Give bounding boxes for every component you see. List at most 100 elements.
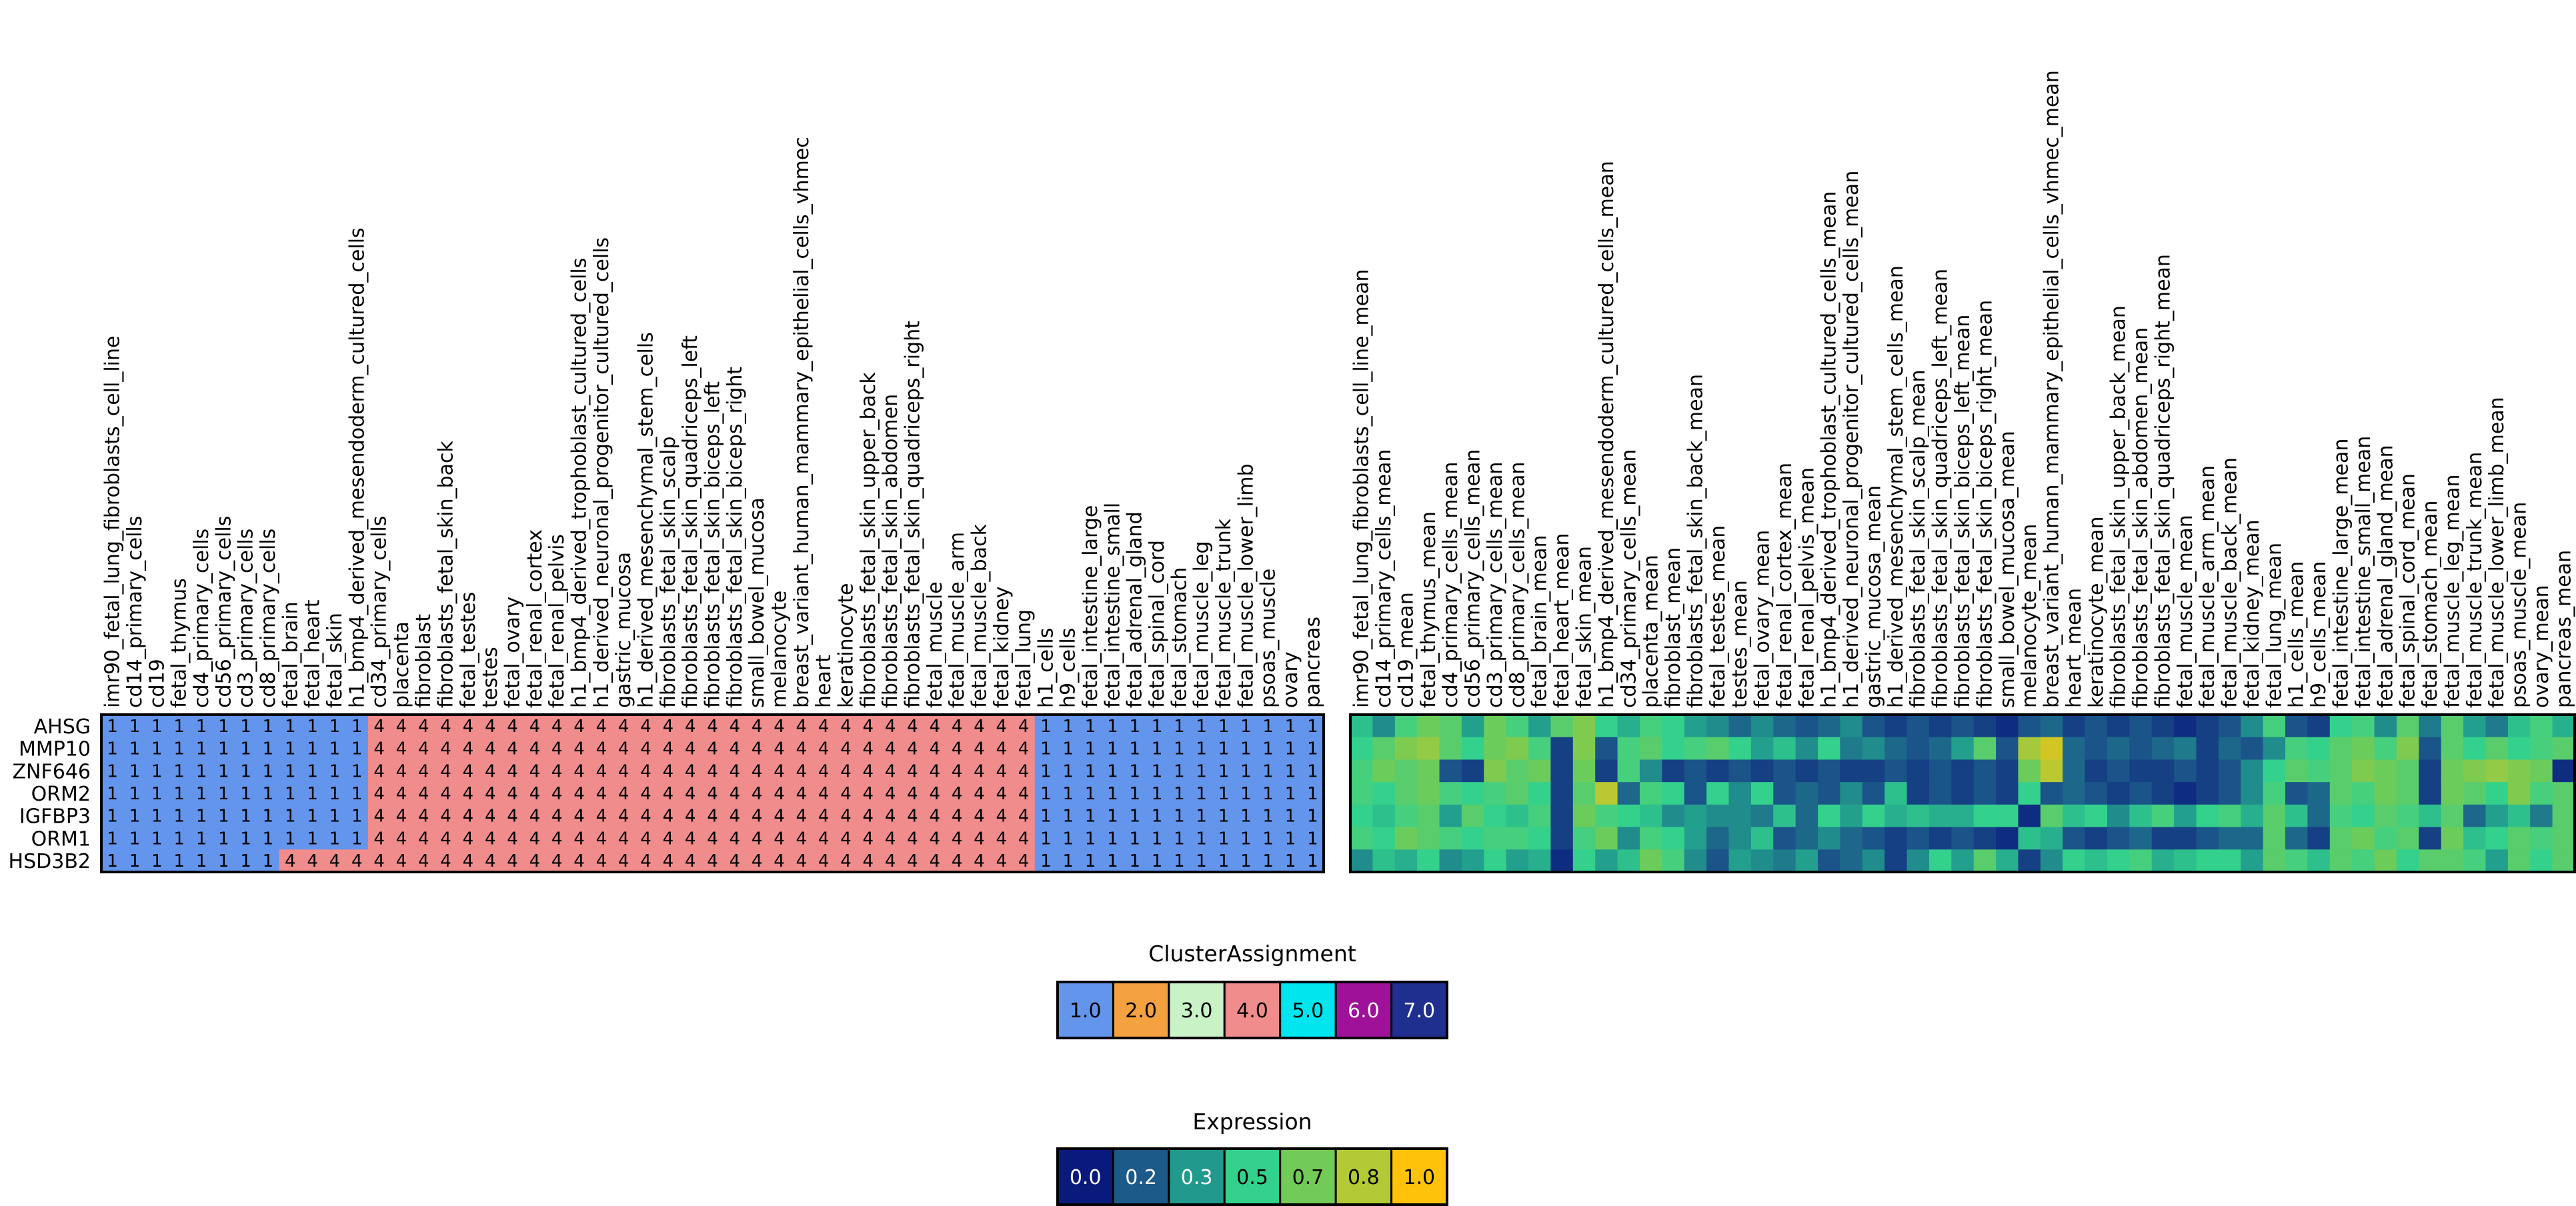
- row-label: ZNF646: [12, 760, 91, 783]
- cluster-cell: [301, 715, 324, 738]
- cluster-cell-label: 4: [752, 829, 763, 849]
- expression-cell: [2151, 827, 2175, 850]
- cluster-cell-label: 4: [774, 761, 785, 781]
- expression-cell: [1350, 737, 1373, 761]
- cluster-cell-label: 4: [351, 851, 363, 871]
- cluster-cell: [612, 715, 635, 738]
- expression-cell: [2307, 804, 2331, 828]
- cluster-column-label: placenta: [390, 621, 413, 708]
- cluster-cell: [857, 804, 880, 828]
- cluster-cell-label: 4: [418, 717, 429, 737]
- cluster-cell-label: 4: [752, 717, 763, 737]
- expression-cell: [2063, 804, 2086, 828]
- legend-label: 0.2: [1125, 1166, 1157, 1189]
- cluster-cell-label: 4: [796, 784, 808, 804]
- expression-cell: [1706, 782, 1730, 805]
- cluster-cell: [634, 827, 658, 850]
- cluster-cell: [1190, 737, 1213, 761]
- expression-cell: [2530, 849, 2553, 873]
- cluster-cell: [479, 804, 502, 828]
- cluster-cell-label: 1: [1218, 761, 1230, 781]
- cluster-cell-label: 1: [173, 851, 185, 871]
- cluster-cell-label: 4: [774, 784, 785, 804]
- expression-column-label: fibroblasts_fetal_skin_quadriceps_right_…: [2151, 254, 2175, 708]
- cluster-cell-label: 1: [1196, 761, 1207, 781]
- expression-cell: [1350, 804, 1373, 828]
- cluster-cell-label: 4: [418, 807, 429, 827]
- cluster-cell-label: 4: [952, 717, 963, 737]
- expression-cell: [1439, 715, 1462, 738]
- cluster-cell-label: 1: [1062, 851, 1074, 871]
- cluster-column-label: fibroblasts_fetal_skin_biceps_left: [702, 381, 725, 708]
- cluster-cell-label: 1: [351, 829, 363, 849]
- cluster-cell: [323, 715, 347, 738]
- row-label: MMP10: [19, 738, 91, 761]
- expression-cell: [1928, 804, 1952, 828]
- expression-cell: [1528, 759, 1552, 783]
- cluster-cell: [968, 849, 991, 873]
- cluster-cell: [434, 804, 457, 828]
- cluster-cell-label: 1: [151, 829, 163, 849]
- cluster-cell: [768, 782, 791, 805]
- cluster-cell-label: 4: [618, 851, 629, 871]
- expression-cell: [2463, 804, 2487, 828]
- expression-cell: [2352, 849, 2375, 873]
- expression-cell: [1372, 715, 1396, 738]
- expression-column-label: psoas_muscle_mean: [2508, 502, 2531, 708]
- cluster-cell-label: 1: [1174, 851, 1185, 871]
- expression-cell: [1617, 782, 1640, 805]
- cluster-cell-label: 4: [596, 807, 607, 827]
- expression-cell: [2419, 782, 2442, 805]
- expression-column-label: fetal_heart_mean: [1550, 533, 1574, 708]
- cluster-cell-label: 4: [730, 739, 741, 759]
- cluster-cell: [879, 715, 902, 738]
- cluster-cell: [457, 804, 480, 828]
- cluster-cell-label: 4: [929, 717, 940, 737]
- legend-border: [1056, 1147, 1448, 1206]
- expression-cell: [2352, 759, 2375, 783]
- cluster-cell: [390, 759, 413, 783]
- cluster-cell: [924, 804, 947, 828]
- expression-cell: [2151, 715, 2175, 738]
- row-label: ORM1: [31, 827, 91, 851]
- expression-cell: [1662, 827, 1685, 850]
- expression-cell: [1572, 759, 1596, 783]
- expression-cell: [2107, 827, 2130, 850]
- cluster-cell-label: 4: [396, 829, 407, 849]
- cluster-cell: [657, 737, 680, 761]
- cluster-cell: [812, 737, 836, 761]
- cluster-cell: [212, 827, 235, 850]
- cluster-cell: [412, 759, 435, 783]
- cluster-cell: [812, 804, 836, 828]
- cluster-cell-label: 1: [1085, 739, 1096, 759]
- cluster-cell: [834, 827, 858, 850]
- cluster-cell: [1301, 737, 1324, 761]
- cluster-cell-label: 1: [151, 717, 163, 737]
- cluster-cell: [1212, 782, 1236, 805]
- expression-cell: [2151, 849, 2175, 873]
- expression-cell: [2463, 782, 2487, 805]
- cluster-cell-label: 4: [774, 739, 785, 759]
- cluster-cell: [1279, 804, 1302, 828]
- cluster-cell: [367, 827, 391, 850]
- cluster-cell-label: 1: [151, 807, 163, 827]
- expression-cell: [2329, 759, 2353, 783]
- row-label: IGFBP3: [19, 805, 91, 829]
- cluster-cell: [345, 804, 369, 828]
- expression-cell: [1550, 759, 1574, 783]
- cluster-cell: [301, 782, 324, 805]
- cluster-cell: [990, 715, 1014, 738]
- cluster-cell: [924, 849, 947, 873]
- expression-column-label: h1_cells_mean: [2285, 561, 2309, 708]
- cluster-cell: [634, 782, 658, 805]
- cluster-cell: [479, 782, 502, 805]
- expression-cell: [1439, 782, 1462, 805]
- cluster-cell: [234, 849, 257, 873]
- cluster-cell-label: 1: [1196, 784, 1207, 804]
- expression-cell: [1951, 737, 1975, 761]
- cluster-cell: [367, 759, 391, 783]
- cluster-cell: [257, 827, 280, 850]
- cluster-cell-label: 4: [463, 829, 474, 849]
- expression-cell: [1818, 737, 1840, 761]
- expression-cell: [1439, 827, 1462, 850]
